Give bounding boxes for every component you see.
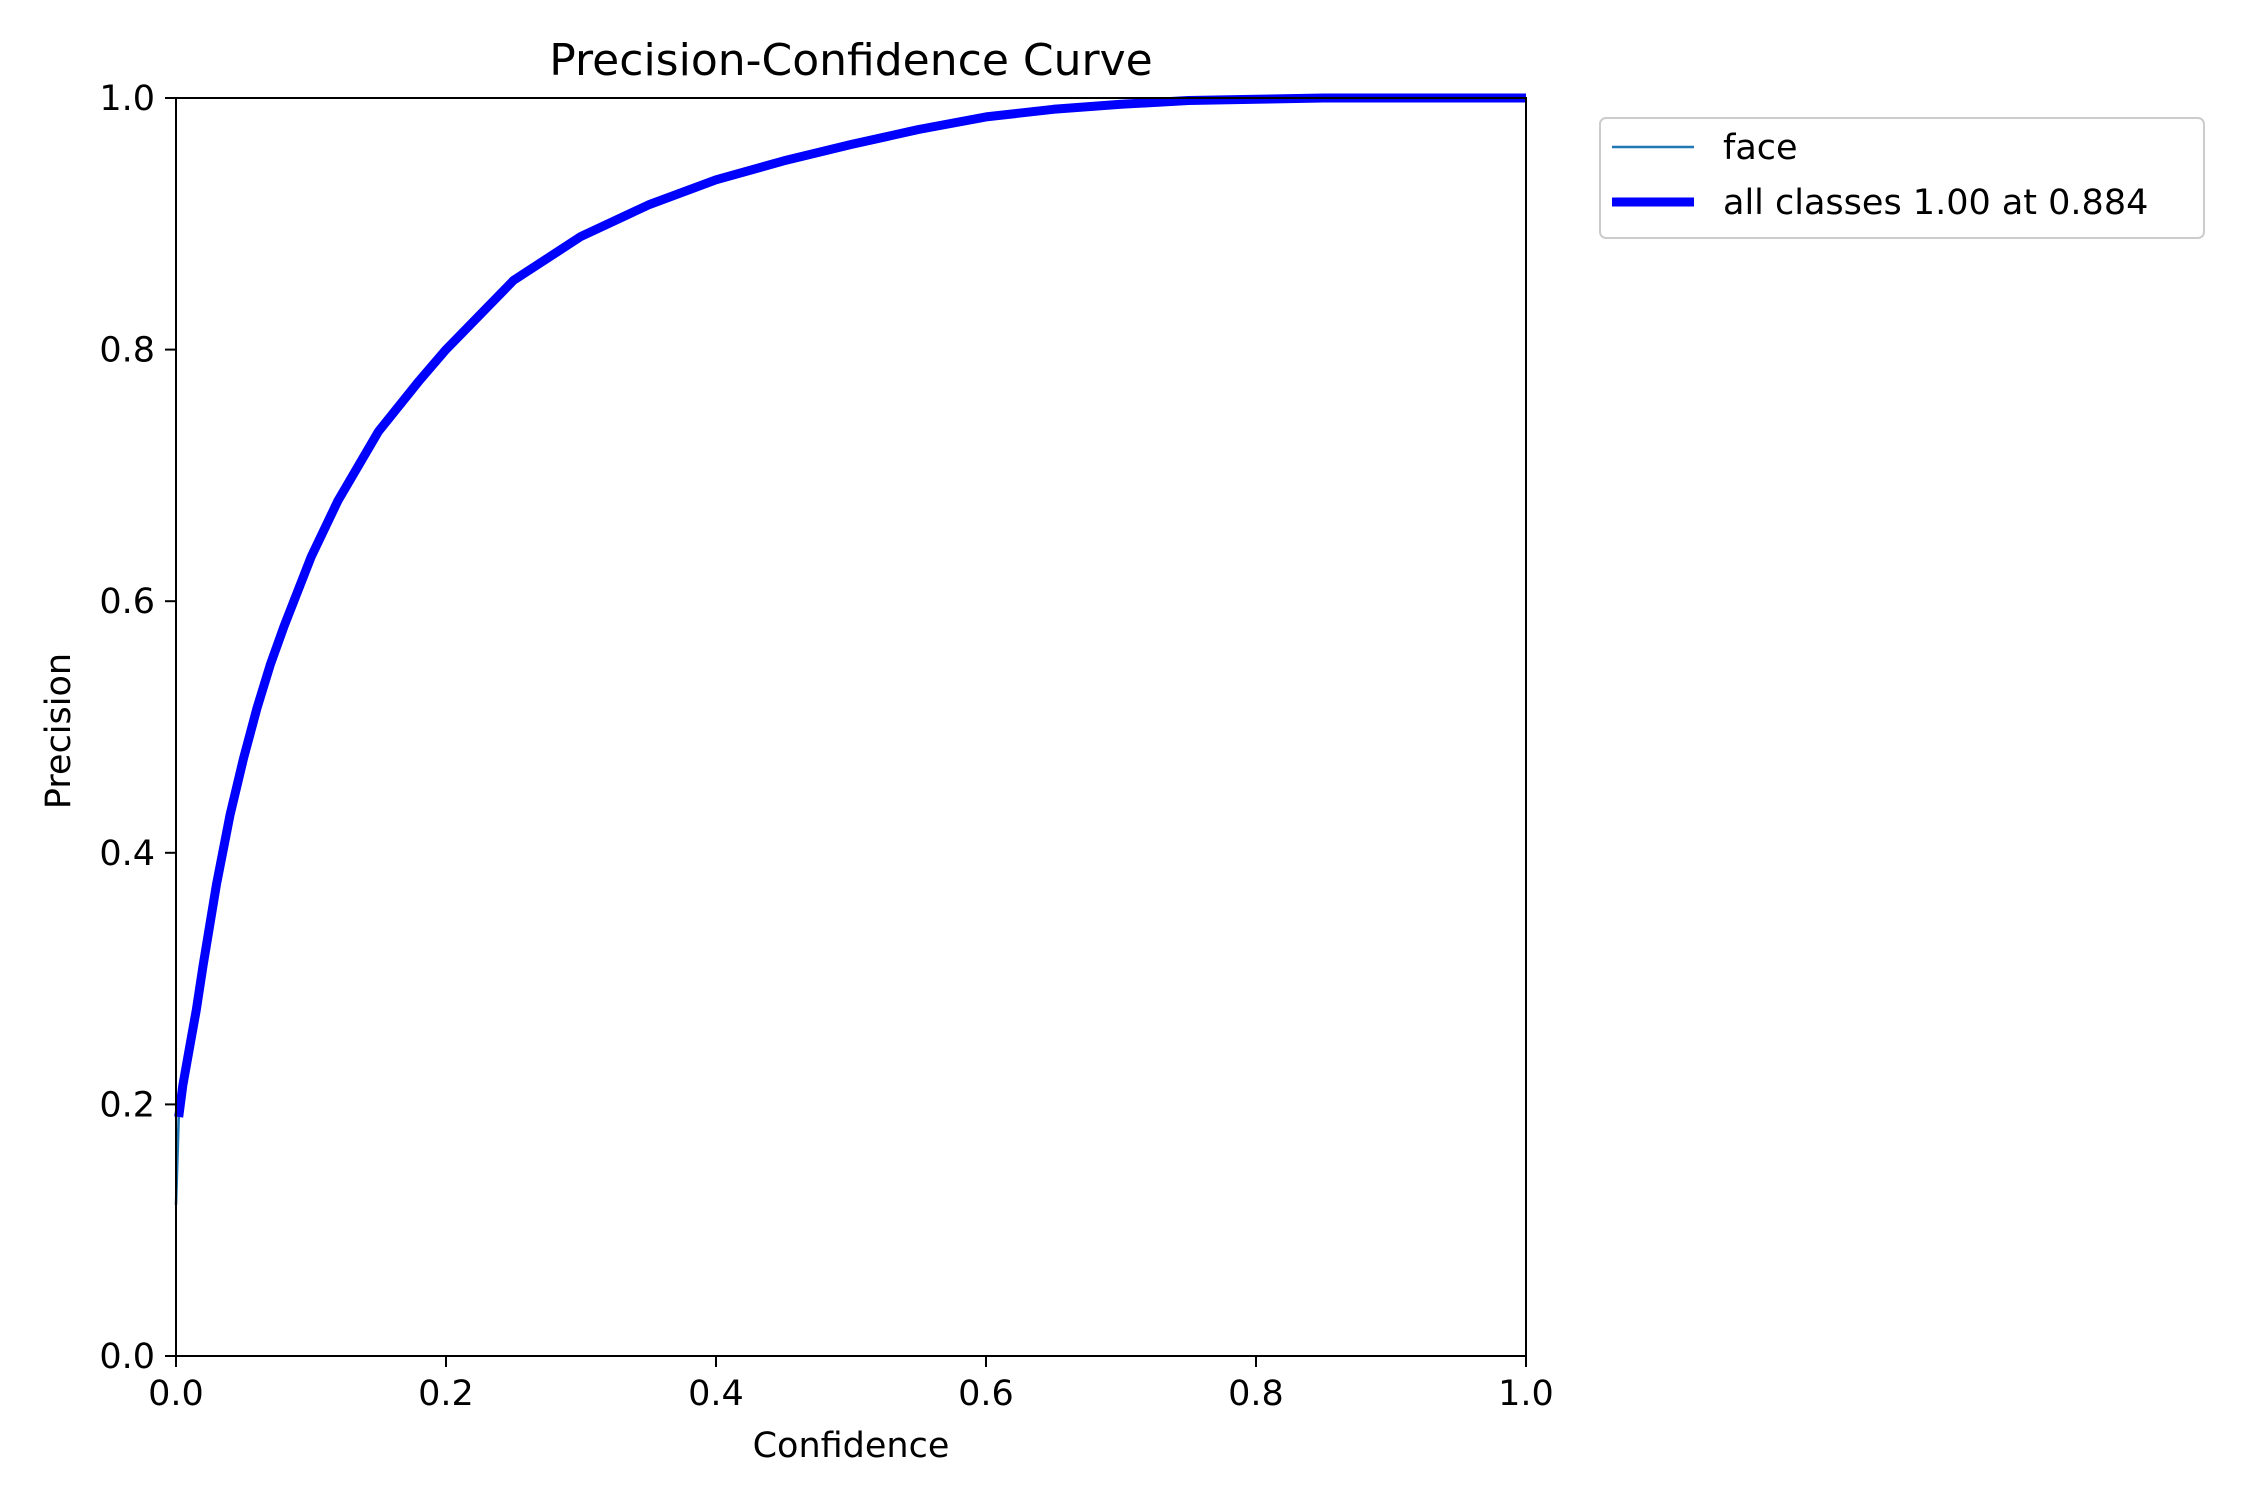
x-tick-label: 0.8 [1228,1374,1284,1414]
series-line-1 [174,93,1526,1118]
series-line-0 [174,96,1526,1206]
y-tick-label: 0.6 [99,582,155,622]
y-tick-label: 0.8 [99,331,155,371]
x-tick-label: 0.6 [958,1374,1014,1414]
legend-box [1599,117,2205,239]
chart-title: Precision-Confidence Curve [549,35,1152,86]
legend-label-0: face [1723,128,1798,168]
legend: face all classes 1.00 at 0.884 [1599,117,2205,239]
x-tick-label: 0.0 [148,1374,204,1414]
y-tick-label: 1.0 [99,79,155,119]
x-tick-label: 1.0 [1498,1374,1554,1414]
y-axis-label: Precision [39,653,79,809]
x-tick-label: 0.4 [688,1374,744,1414]
x-tick-label: 0.2 [418,1374,474,1414]
legend-label-1: all classes 1.00 at 0.884 [1723,183,2148,223]
y-tick-label: 0.2 [99,1085,155,1125]
y-tick-label: 0.4 [99,834,155,874]
plot-frame [175,97,1527,1357]
plot-area: 0.0 0.2 0.4 0.6 0.8 1.0 0.0 0.2 0.4 0.6 0.8 1.0 [99,79,1554,1414]
y-tick-label: 0.0 [99,1337,155,1377]
x-axis-label: Confidence [753,1426,950,1466]
